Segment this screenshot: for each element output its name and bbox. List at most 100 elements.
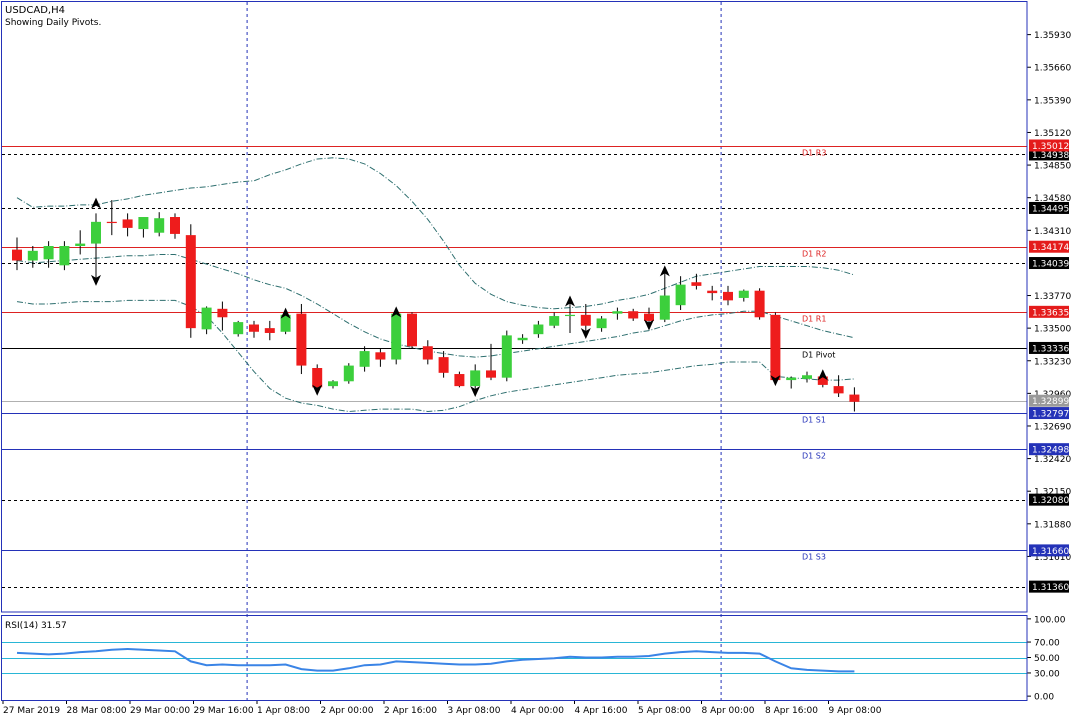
candle-body bbox=[786, 377, 797, 381]
candle-body bbox=[422, 346, 433, 360]
candle bbox=[486, 343, 496, 381]
pivot-level-6-tag-text: 1.31660 bbox=[1032, 547, 1069, 557]
candle-body bbox=[802, 375, 812, 379]
time-tick-label: 4 Apr 16:00 bbox=[575, 706, 628, 716]
candle bbox=[201, 306, 212, 335]
candle bbox=[422, 340, 433, 365]
candle-body bbox=[201, 307, 212, 330]
candle bbox=[565, 297, 575, 333]
candle-body bbox=[675, 284, 686, 306]
candle bbox=[154, 212, 165, 237]
candle-body bbox=[533, 324, 544, 335]
time-tick-label: 5 Apr 08:00 bbox=[638, 706, 691, 716]
dashed-level-1-tag-bg bbox=[1029, 201, 1069, 214]
chart-frame bbox=[1, 1, 1028, 701]
candle bbox=[106, 200, 117, 236]
price-tick-label: 1.35120 bbox=[1034, 129, 1071, 139]
candle-body bbox=[738, 290, 749, 298]
candle bbox=[296, 303, 307, 375]
pivot-label-0: D1 R3 bbox=[802, 149, 826, 158]
candle-body bbox=[217, 308, 228, 318]
candle bbox=[738, 289, 749, 302]
pivot-level-4-tag-text: 1.32797 bbox=[1032, 410, 1069, 420]
pivot-levels: D1 R3 D1 R2 D1 R1 D1 Pivot D1 S1 D1 S2 D1 S3 bbox=[2, 146, 1027, 588]
pivot-level-1-tag-bg bbox=[1029, 240, 1069, 253]
rsi-tick-label: 30.00 bbox=[1034, 669, 1060, 679]
candle-body bbox=[233, 322, 244, 335]
candle-body bbox=[391, 313, 402, 360]
candle bbox=[628, 308, 639, 321]
candle-body bbox=[849, 394, 860, 402]
fractal-down-arrow bbox=[312, 384, 323, 396]
candle-body bbox=[407, 313, 417, 347]
candle-body bbox=[106, 221, 117, 224]
price-tick-label: 1.35660 bbox=[1034, 64, 1071, 74]
candle-body bbox=[343, 365, 354, 382]
pivot-level-3-tag-bg bbox=[1029, 341, 1069, 354]
candle-body bbox=[691, 282, 702, 286]
candle bbox=[533, 320, 544, 338]
candle bbox=[691, 273, 702, 290]
candle bbox=[438, 351, 449, 378]
candle bbox=[754, 288, 765, 320]
candle-body bbox=[122, 219, 133, 228]
candle bbox=[375, 348, 386, 367]
envelope-bands bbox=[16, 157, 855, 413]
candle bbox=[138, 217, 149, 238]
price-tick-label: 1.34580 bbox=[1034, 194, 1071, 204]
fractal-markers bbox=[91, 197, 828, 397]
pivot-label-4: D1 S1 bbox=[802, 416, 826, 425]
dashed-level-3-tag-bg bbox=[1029, 493, 1069, 506]
candle bbox=[91, 213, 101, 284]
pivot-level-1-tag-text: 1.34174 bbox=[1032, 243, 1069, 253]
candle-body bbox=[249, 324, 259, 332]
price-tick-label: 1.33230 bbox=[1034, 357, 1071, 367]
symbol-title: USDCAD,H4 bbox=[5, 5, 65, 16]
rsi-tick-label: 0.00 bbox=[1034, 693, 1054, 703]
fractal-down-arrow bbox=[770, 375, 781, 387]
rsi-panel-frame bbox=[1, 615, 1028, 701]
candle-body bbox=[12, 249, 22, 261]
time-tick-label: 2 Apr 00:00 bbox=[321, 706, 374, 716]
current-price-tag-text: 1.32899 bbox=[1032, 397, 1069, 407]
pivot-label-2: D1 R1 bbox=[802, 315, 826, 324]
candle-body bbox=[59, 246, 70, 266]
candlestick-series bbox=[12, 200, 860, 412]
candle-body bbox=[185, 235, 196, 329]
time-tick-label: 29 Mar 00:00 bbox=[130, 706, 190, 716]
band-lower-line bbox=[16, 299, 855, 413]
time-axis: 27 Mar 2019 28 Mar 08:00 29 Mar 00:00 29 Ma… bbox=[2, 700, 882, 716]
price-tick-label: 1.32150 bbox=[1034, 488, 1071, 498]
price-tick-label: 1.33770 bbox=[1034, 292, 1071, 302]
fractal-up-arrow bbox=[280, 307, 291, 319]
fractal-down-arrow bbox=[580, 328, 591, 340]
candle bbox=[170, 213, 180, 239]
time-tick-label: 1 Apr 08:00 bbox=[257, 706, 310, 716]
candle-body bbox=[438, 357, 449, 373]
candle bbox=[849, 387, 860, 412]
rsi-panel: RSI(14) 31.57 100.00 70.00 50.00 30.00 0.00 bbox=[2, 615, 1066, 703]
band-middle-line bbox=[16, 254, 855, 358]
rsi-tick-label: 70.00 bbox=[1034, 639, 1060, 649]
fractal-down-arrow bbox=[470, 385, 481, 397]
fractal-up-arrow bbox=[565, 295, 575, 307]
candle bbox=[596, 316, 607, 332]
fractal-down-arrow bbox=[91, 274, 101, 286]
candle-body bbox=[817, 376, 828, 385]
dashed-level-2-tag-text: 1.34039 bbox=[1032, 260, 1069, 270]
candle bbox=[343, 363, 354, 384]
candle-body bbox=[723, 291, 733, 301]
candle-body bbox=[580, 314, 591, 326]
rsi-tick-label: 50.00 bbox=[1034, 654, 1060, 664]
candle-body bbox=[328, 381, 338, 387]
time-tick-label: 9 Apr 08:00 bbox=[829, 706, 882, 716]
candle-body bbox=[707, 290, 718, 294]
price-tick-label: 1.33500 bbox=[1034, 325, 1071, 335]
indicator-note: Showing Daily Pivots. bbox=[5, 18, 101, 28]
candle bbox=[217, 301, 228, 331]
price-axis: 1.35930 1.35660 1.35390 1.35120 1.34850 1.345… bbox=[1027, 31, 1071, 593]
dashed-level-0-tag-text: 1.34938 bbox=[1032, 151, 1069, 161]
candle-body bbox=[659, 295, 670, 320]
time-tick-label: 29 Mar 16:00 bbox=[194, 706, 254, 716]
